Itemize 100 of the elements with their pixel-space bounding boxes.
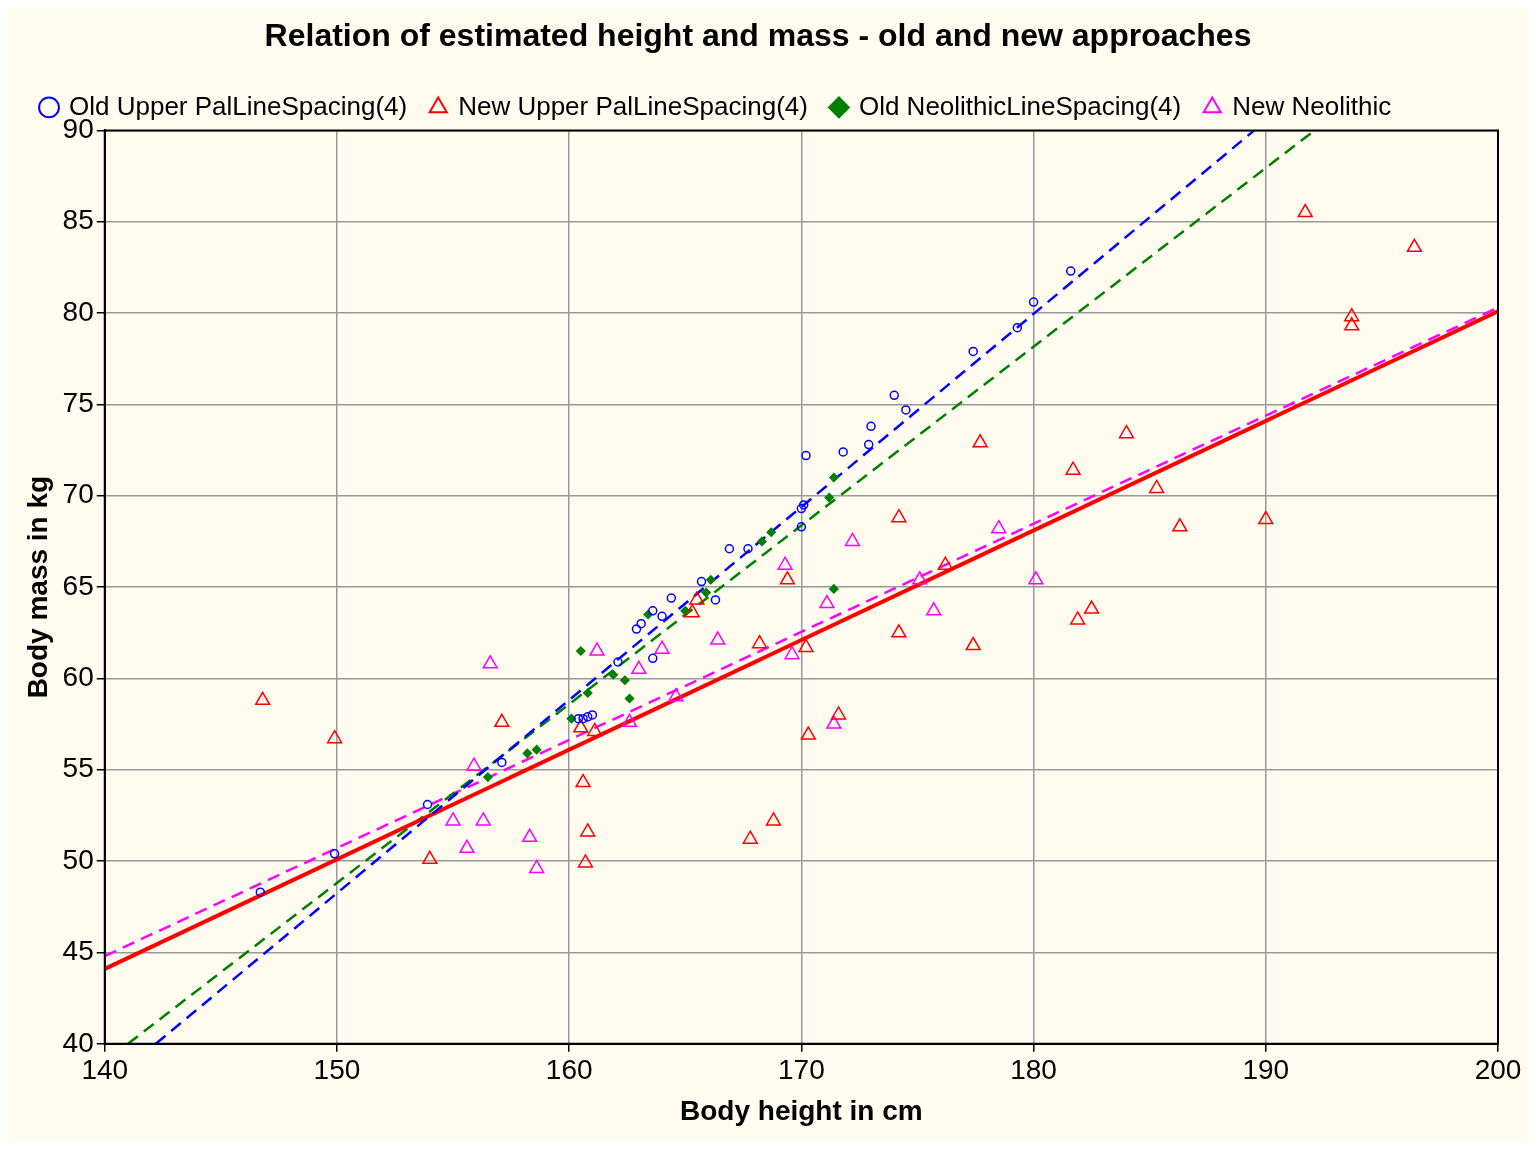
point: [582, 688, 593, 698]
y-tick-label: 85: [62, 204, 94, 236]
point: [445, 812, 461, 826]
point: [838, 447, 848, 457]
point: [796, 522, 807, 532]
point: [482, 655, 498, 669]
point: [937, 556, 954, 570]
point: [710, 631, 726, 645]
point: [1344, 307, 1360, 322]
point: [589, 642, 605, 656]
point: [1012, 322, 1023, 333]
point: [968, 346, 978, 357]
point: [580, 823, 596, 837]
point: [1297, 203, 1313, 218]
x-tick-label: 150: [313, 1054, 361, 1086]
point: [573, 719, 589, 733]
point: [757, 536, 767, 547]
x-axis-title: Body height in cm: [680, 1094, 923, 1126]
x-tick-label: 160: [545, 1054, 593, 1086]
point: [648, 653, 658, 664]
point: [522, 748, 533, 759]
y-tick-label: 55: [62, 752, 94, 784]
point: [329, 849, 340, 859]
point: [863, 439, 874, 450]
point: [912, 571, 928, 585]
point: [796, 503, 807, 514]
point: [972, 434, 988, 448]
y-tick-label: 80: [62, 295, 94, 327]
point: [798, 500, 809, 510]
y-tick-label: 75: [62, 387, 94, 419]
point: [1028, 571, 1044, 585]
point: [866, 421, 876, 432]
point: [800, 726, 817, 740]
point: [1344, 317, 1360, 331]
point: [889, 390, 900, 401]
point: [582, 712, 593, 722]
point: [1148, 479, 1165, 494]
point: [724, 543, 735, 554]
point: [710, 595, 721, 605]
x-tick-label: 170: [778, 1054, 825, 1086]
point: [801, 450, 811, 461]
point: [766, 527, 776, 538]
y-axis-title: Body mass in kg: [21, 475, 53, 699]
point: [829, 472, 839, 483]
point: [751, 634, 768, 649]
point: [1065, 266, 1076, 276]
point: [666, 593, 677, 603]
point: [531, 744, 542, 755]
point: [784, 645, 800, 660]
point: [965, 636, 981, 651]
point: [1083, 600, 1100, 614]
point: [620, 675, 630, 686]
point: [576, 646, 586, 656]
point: [829, 584, 839, 594]
point: [991, 519, 1007, 534]
point: [255, 887, 266, 897]
point: [624, 693, 635, 704]
point: [608, 670, 619, 680]
point: [826, 715, 842, 729]
point: [926, 602, 942, 616]
point: [522, 828, 538, 843]
point: [573, 713, 584, 724]
point: [1172, 518, 1188, 532]
point: [830, 706, 847, 720]
chart-title: Relation of estimated height and mass - old and new approaches: [264, 17, 1252, 54]
point: [901, 405, 911, 415]
x-tick-label: 180: [1010, 1054, 1057, 1086]
point: [706, 575, 716, 585]
point: [743, 543, 753, 554]
x-tick-label: 200: [1474, 1054, 1522, 1086]
point: [696, 576, 707, 587]
point: [765, 812, 782, 826]
point: [497, 757, 507, 768]
y-tick-label: 60: [62, 661, 94, 693]
point: [494, 713, 510, 728]
point: [631, 624, 642, 634]
point: [475, 812, 491, 826]
point: [636, 618, 646, 629]
point: [1070, 611, 1086, 625]
point: [891, 508, 907, 523]
point: [798, 638, 814, 653]
point: [613, 657, 623, 667]
point: [528, 859, 545, 874]
point: [648, 606, 658, 616]
point: [422, 850, 438, 865]
point: [621, 713, 638, 728]
legend-label: New Upper PalLineSpacing(4): [458, 90, 808, 121]
point: [587, 722, 603, 737]
y-tick-label: 50: [62, 843, 94, 875]
point: [422, 799, 433, 810]
point: [1028, 297, 1039, 307]
point: [1118, 424, 1135, 439]
point: [575, 773, 591, 788]
point: [466, 757, 482, 771]
y-tick-label: 70: [62, 478, 94, 510]
point: [254, 691, 271, 706]
point: [566, 713, 577, 724]
point: [657, 611, 667, 622]
point: [824, 492, 834, 503]
point: [819, 594, 835, 609]
